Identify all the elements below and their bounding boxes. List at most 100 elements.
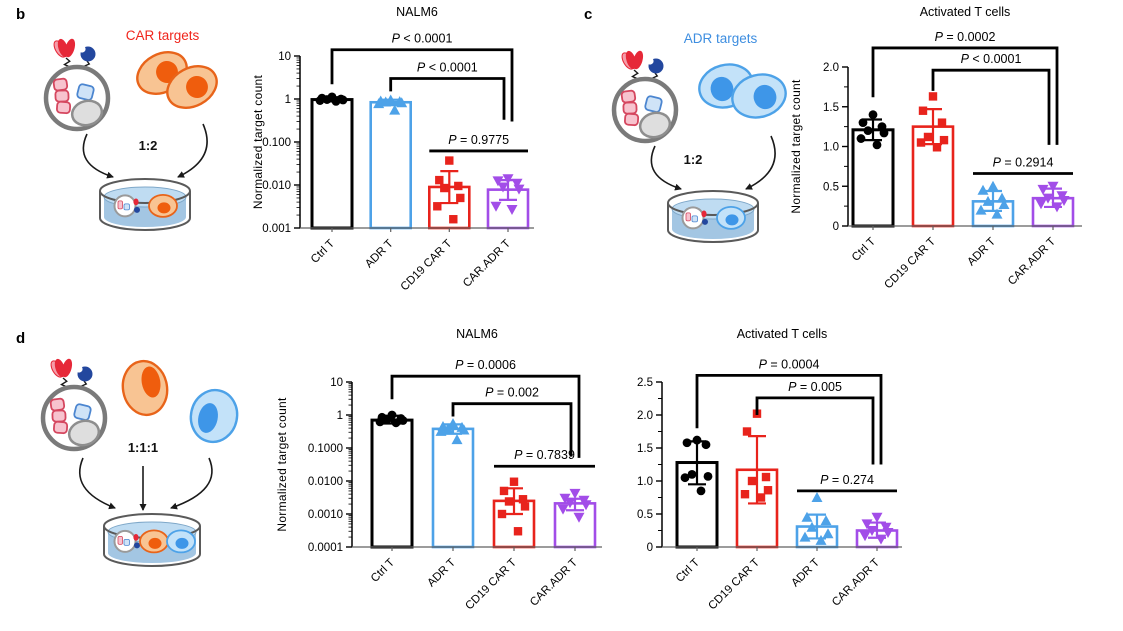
data-point <box>1037 184 1049 195</box>
significance-bracket <box>871 46 1059 145</box>
data-point <box>490 201 502 212</box>
data-point <box>982 195 994 206</box>
car-construct-segment <box>622 101 638 115</box>
mini-orange-cell <box>139 529 169 554</box>
data-point <box>497 509 507 519</box>
data-point <box>806 521 818 532</box>
data-point <box>442 423 454 434</box>
data-point <box>389 104 401 115</box>
y-tick-label: 0.0001 <box>308 542 343 554</box>
data-point <box>497 182 509 193</box>
bar-group-ADR T <box>431 427 475 549</box>
ratio-label-b: 1:2 <box>138 138 158 153</box>
data-point <box>1035 199 1047 210</box>
bar <box>369 100 412 230</box>
data-point <box>557 504 569 515</box>
chart-nalm6-b: NALM6 Normalized target count 10 1 0.100 0.01… <box>251 5 534 294</box>
data-point <box>975 204 987 215</box>
significance-bracket <box>451 402 573 457</box>
significance-bracket <box>755 396 875 465</box>
data-point <box>872 140 882 150</box>
p-value-label: P < 0.0001 <box>961 52 1022 66</box>
error-bar <box>984 189 1002 212</box>
y-tick-label: 0.001 <box>262 223 291 235</box>
scatter-points <box>557 488 592 523</box>
bar <box>370 418 414 549</box>
p-value-label: P = 0.0004 <box>759 357 820 371</box>
chart-title: NALM6 <box>456 327 498 341</box>
p-value-label: P = 0.274 <box>820 473 874 487</box>
data-point <box>445 156 454 165</box>
data-point <box>518 495 528 504</box>
data-point <box>564 498 576 509</box>
car-construct-segment <box>54 89 70 103</box>
y-axis-label: Normalized target count <box>275 397 289 532</box>
y-tick-label: 0.010 <box>262 180 291 192</box>
data-point <box>977 184 989 195</box>
bar <box>431 427 475 549</box>
scatter-points <box>859 512 894 545</box>
engineered-t-cell <box>611 50 679 144</box>
culture-dish <box>103 513 201 567</box>
p-value-label: P = 0.005 <box>788 380 842 394</box>
significance-bracket <box>389 77 506 120</box>
chart-nalm6-d: NALM6 Normalized target count 10 1 0.1000 0.0… <box>275 327 602 612</box>
car-construct-segment <box>624 112 640 127</box>
y-tick-label: 10 <box>278 51 291 63</box>
category-label: CD19 CAR T <box>399 238 455 294</box>
mini-t-cell <box>113 529 140 553</box>
data-point <box>435 175 444 185</box>
data-point <box>322 95 332 104</box>
data-point <box>454 181 463 191</box>
car-construct-segment <box>53 420 69 435</box>
data-point <box>696 486 706 496</box>
y-tick-label: 0.5 <box>637 509 653 521</box>
error-bar <box>808 513 826 540</box>
category-label: CAR.ADR T <box>830 557 882 609</box>
data-point <box>822 528 834 539</box>
orange-target-cell <box>166 65 218 109</box>
data-point <box>1058 196 1070 207</box>
data-point <box>918 106 928 115</box>
adr-receptor-icon <box>646 57 664 74</box>
data-point <box>866 526 878 536</box>
mixing-diagram-c <box>611 50 787 243</box>
data-point <box>398 416 408 425</box>
mini-blue-cell <box>716 205 746 230</box>
category-label: Ctrl T <box>850 236 878 264</box>
y-tick-label: 0.0010 <box>308 509 343 521</box>
category-label: CAR.ADR T <box>1006 236 1058 288</box>
significance-bracket <box>695 374 883 465</box>
data-point <box>520 502 530 511</box>
y-tick-label: 0 <box>647 542 653 554</box>
scatter-points <box>975 180 1010 219</box>
mixing-arrow <box>170 457 213 510</box>
data-point <box>747 476 757 486</box>
y-tick-label: 1.5 <box>637 443 653 455</box>
data-point <box>740 490 750 499</box>
chart-title: Activated T cells <box>920 5 1011 19</box>
y-tick-label: 2.0 <box>823 62 839 74</box>
y-tick-label: 2.0 <box>637 410 653 422</box>
mixing-arrow <box>177 123 208 178</box>
mini-t-cell <box>113 194 140 218</box>
data-point <box>331 96 341 106</box>
data-point <box>338 95 348 105</box>
data-point <box>449 215 458 224</box>
scatter-points <box>435 418 470 445</box>
t-cell-nucleus <box>67 419 101 447</box>
data-point <box>879 128 889 138</box>
error-bar <box>864 118 882 142</box>
data-point <box>580 500 592 511</box>
y-tick-label: 0 <box>833 221 839 233</box>
y-tick-label: 0.0100 <box>308 476 343 488</box>
scatter-points <box>856 110 889 150</box>
blue-target-cell <box>731 73 787 119</box>
scatter-points <box>490 174 525 215</box>
car-receptor-icon <box>621 50 644 70</box>
data-point <box>742 427 752 436</box>
blue-target-cell <box>189 388 239 444</box>
y-tick-label: 1.5 <box>823 102 839 114</box>
car-construct-segment <box>51 409 67 423</box>
car-targets-label: CAR targets <box>125 28 200 43</box>
